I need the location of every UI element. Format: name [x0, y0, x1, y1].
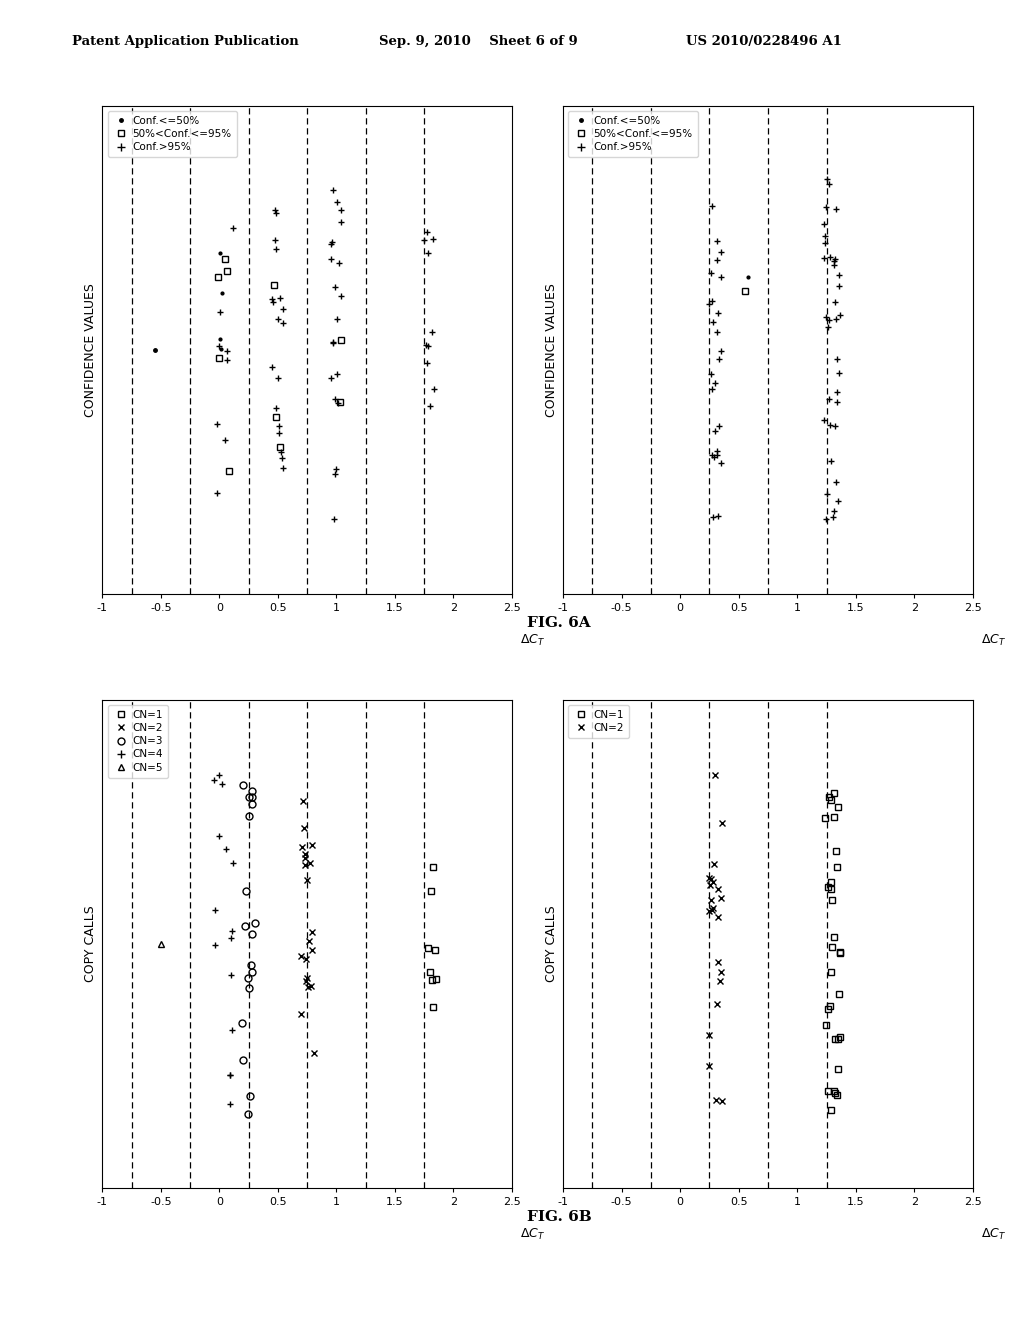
Legend: Conf.<=50%, 50%<Conf.<=95%, Conf.>95%: Conf.<=50%, 50%<Conf.<=95%, Conf.>95% — [568, 111, 697, 157]
Text: $\Delta C_T$: $\Delta C_T$ — [981, 634, 1007, 648]
Text: Patent Application Publication: Patent Application Publication — [72, 34, 298, 48]
Text: FIG. 6B: FIG. 6B — [527, 1210, 592, 1224]
Text: FIG. 6A: FIG. 6A — [527, 616, 591, 630]
Legend: Conf.<=50%, 50%<Conf.<=95%, Conf.>95%: Conf.<=50%, 50%<Conf.<=95%, Conf.>95% — [108, 111, 237, 157]
Y-axis label: COPY CALLS: COPY CALLS — [545, 906, 558, 982]
Y-axis label: CONFIDENCE VALUES: CONFIDENCE VALUES — [84, 282, 97, 417]
Legend: CN=1, CN=2, CN=3, CN=4, CN=5: CN=1, CN=2, CN=3, CN=4, CN=5 — [108, 705, 168, 777]
Text: $\Delta C_T$: $\Delta C_T$ — [520, 1228, 546, 1242]
Text: Sep. 9, 2010    Sheet 6 of 9: Sep. 9, 2010 Sheet 6 of 9 — [379, 34, 578, 48]
Y-axis label: CONFIDENCE VALUES: CONFIDENCE VALUES — [545, 282, 558, 417]
Y-axis label: COPY CALLS: COPY CALLS — [84, 906, 97, 982]
Legend: CN=1, CN=2: CN=1, CN=2 — [568, 705, 629, 738]
Text: $\Delta C_T$: $\Delta C_T$ — [520, 634, 546, 648]
Text: $\Delta C_T$: $\Delta C_T$ — [981, 1228, 1007, 1242]
Text: US 2010/0228496 A1: US 2010/0228496 A1 — [686, 34, 842, 48]
